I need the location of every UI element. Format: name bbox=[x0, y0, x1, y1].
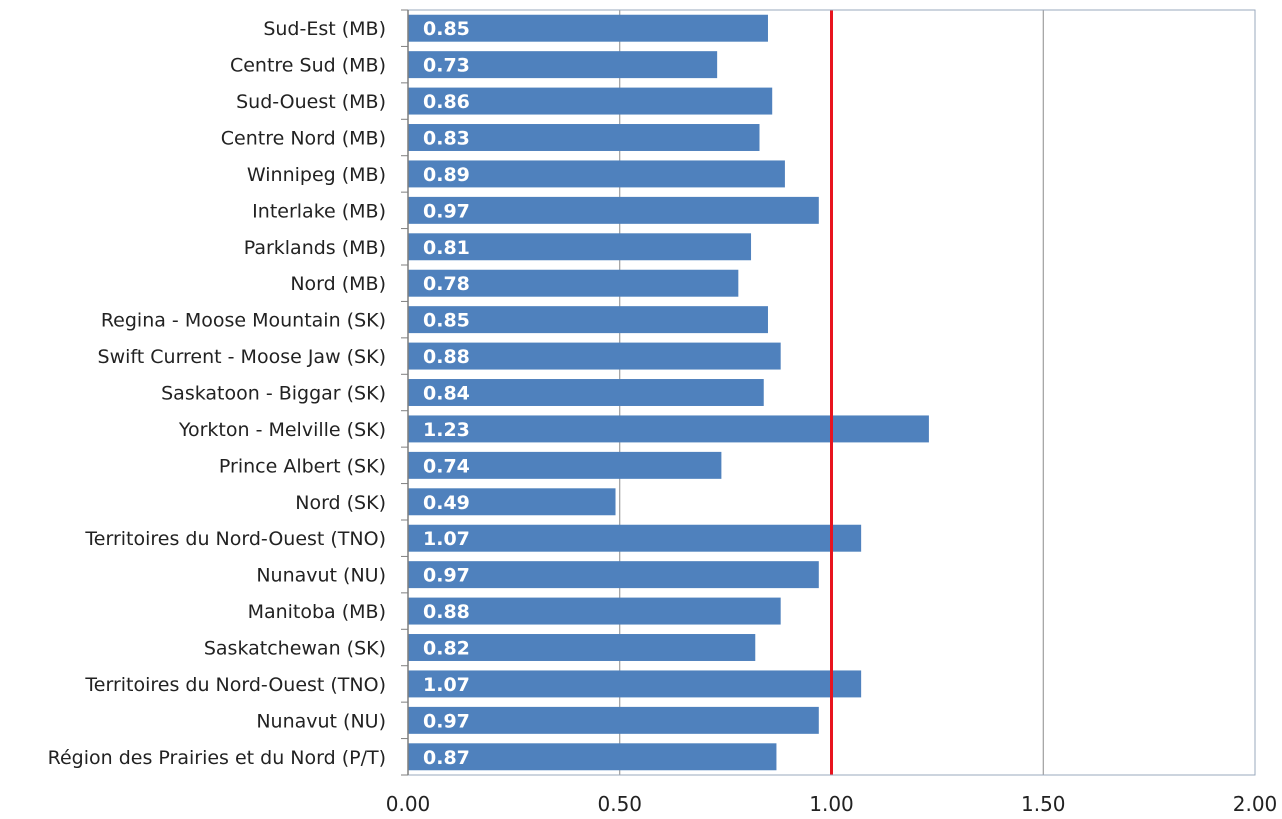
bar-value-label: 0.73 bbox=[423, 55, 470, 77]
bar-value-label: 0.82 bbox=[423, 638, 470, 660]
category-label: Territoires du Nord-Ouest (TNO) bbox=[84, 528, 386, 550]
bar-value-label: 0.89 bbox=[423, 164, 470, 186]
bar-value-label: 0.83 bbox=[423, 128, 470, 150]
bar-value-label: 0.88 bbox=[423, 601, 470, 623]
category-label: Parklands (MB) bbox=[244, 237, 386, 259]
x-tick-label: 2.00 bbox=[1233, 792, 1278, 816]
category-label: Sud-Est (MB) bbox=[263, 18, 386, 40]
value-labels: 0.85 0.73 0.86 0.83 0.89 0.97 0.81 0.78 0.85 0.88… bbox=[423, 18, 470, 769]
bar-value-label: 0.97 bbox=[423, 200, 470, 222]
bar-value-label: 0.97 bbox=[423, 565, 470, 587]
category-label: Saskatoon - Biggar (SK) bbox=[161, 383, 386, 405]
bar-value-label: 0.81 bbox=[423, 237, 470, 259]
category-label: Territoires du Nord-Ouest (TNO) bbox=[84, 674, 386, 696]
bar-value-label: 1.07 bbox=[423, 674, 470, 696]
bar-value-label: 0.85 bbox=[423, 310, 470, 332]
bar-value-label: 0.49 bbox=[423, 492, 470, 514]
bar-value-label: 0.74 bbox=[423, 455, 470, 477]
category-label: Nunavut (NU) bbox=[256, 710, 386, 732]
category-label: Sud-Ouest (MB) bbox=[236, 91, 386, 113]
category-label: Saskatchewan (SK) bbox=[204, 638, 386, 660]
category-labels: Sud-Est (MB) Centre Sud (MB) Sud-Ouest (MB… bbox=[48, 18, 386, 769]
category-label: Yorkton - Melville (SK) bbox=[178, 419, 386, 441]
bar-value-label: 0.85 bbox=[423, 18, 470, 40]
x-tick-label: 0.00 bbox=[386, 792, 431, 816]
bar-value-label: 0.88 bbox=[423, 346, 470, 368]
bar-value-label: 1.23 bbox=[423, 419, 470, 441]
category-label: Prince Albert (SK) bbox=[219, 455, 386, 477]
category-label: Centre Sud (MB) bbox=[230, 55, 386, 77]
bar-value-label: 0.78 bbox=[423, 273, 470, 295]
bar-value-label: 0.86 bbox=[423, 91, 470, 113]
bars bbox=[408, 15, 929, 771]
category-label: Swift Current - Moose Jaw (SK) bbox=[98, 346, 386, 368]
bar bbox=[408, 415, 929, 442]
x-tick-label: 1.50 bbox=[1021, 792, 1066, 816]
category-label: Centre Nord (MB) bbox=[221, 128, 386, 150]
bar-value-label: 0.97 bbox=[423, 710, 470, 732]
bar-value-label: 0.84 bbox=[423, 383, 470, 405]
x-tick-labels: 0.00 0.50 1.00 1.50 2.00 bbox=[386, 792, 1278, 816]
category-label: Nunavut (NU) bbox=[256, 565, 386, 587]
category-label: Nord (MB) bbox=[290, 273, 386, 295]
category-label: Interlake (MB) bbox=[252, 200, 386, 222]
category-label: Nord (SK) bbox=[295, 492, 386, 514]
bar bbox=[408, 670, 861, 697]
x-tick-label: 0.50 bbox=[597, 792, 642, 816]
category-label: Winnipeg (MB) bbox=[247, 164, 386, 186]
category-label: Manitoba (MB) bbox=[248, 601, 386, 623]
bar bbox=[408, 525, 861, 552]
bar-value-label: 0.87 bbox=[423, 747, 470, 769]
bar-value-label: 1.07 bbox=[423, 528, 470, 550]
x-tick-label: 1.00 bbox=[809, 792, 854, 816]
category-label: Regina - Moose Mountain (SK) bbox=[101, 310, 386, 332]
category-label: Région des Prairies et du Nord (P/T) bbox=[48, 747, 386, 769]
